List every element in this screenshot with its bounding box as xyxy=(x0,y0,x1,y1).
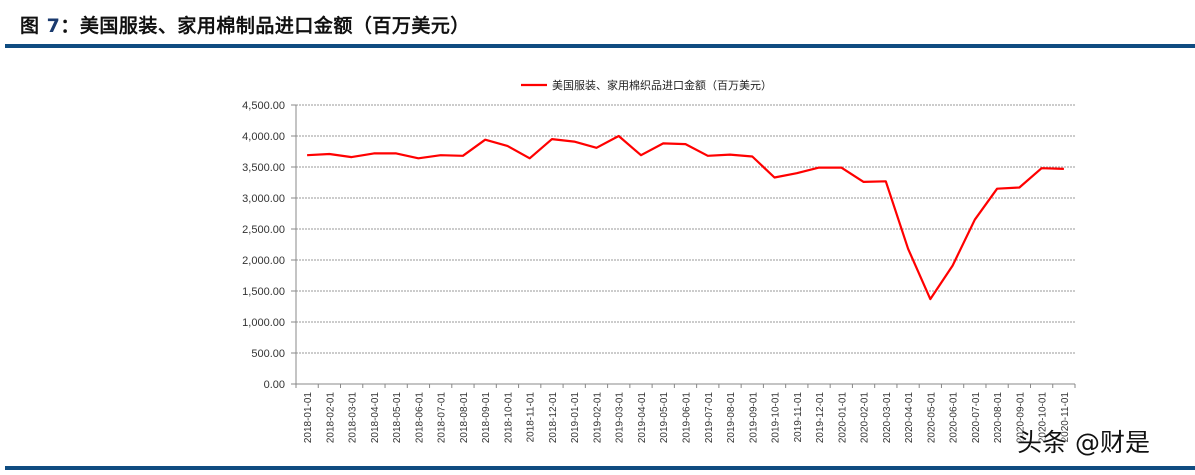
x-tick-label: 2018-11-01 xyxy=(526,392,537,443)
x-tick-label: 2020-02-01 xyxy=(860,392,871,444)
x-tick-label: 2019-03-01 xyxy=(615,392,626,444)
y-tick-label: 3,000.00 xyxy=(242,193,285,205)
y-tick-label: 2,000.00 xyxy=(242,255,285,267)
figure-title-number: 7 xyxy=(46,15,61,37)
legend-label: 美国服装、家用棉织品进口金额（百万美元） xyxy=(552,78,772,92)
figure-title-text: ：美国服装、家用棉制品进口金额（百万美元） xyxy=(60,15,470,37)
x-tick-label: 2019-05-01 xyxy=(659,392,670,444)
y-tick-label: 4,000.00 xyxy=(242,131,285,143)
x-tick-label: 2020-10-01 xyxy=(1038,392,1049,444)
x-tick-label: 2020-09-01 xyxy=(1015,392,1026,444)
y-tick-label: 3,500.00 xyxy=(242,162,285,174)
x-tick-label: 2019-12-01 xyxy=(815,392,826,444)
x-tick-label: 2018-08-01 xyxy=(459,392,470,444)
title-divider xyxy=(5,44,1195,48)
y-tick-label: 4,500.00 xyxy=(242,100,285,112)
x-axis: 2018-01-01 2018-02-01 2018-03-01 2018-04-01… xyxy=(295,383,1076,444)
watermark: 头条 @财是 xyxy=(1017,428,1150,457)
x-tick-label: 2019-06-01 xyxy=(682,392,693,444)
x-tick-label: 2018-10-01 xyxy=(503,392,514,444)
figure-title-prefix: 图 xyxy=(20,15,40,37)
chart-series xyxy=(307,134,1064,301)
chart-gridlines xyxy=(296,104,1075,354)
x-tick-label: 2018-05-01 xyxy=(392,392,403,444)
x-tick-label: 2019-08-01 xyxy=(726,392,737,444)
x-tick-label: 2020-07-01 xyxy=(971,392,982,444)
x-tick-label: 2018-07-01 xyxy=(437,392,448,444)
x-tick-label: 2018-04-01 xyxy=(370,392,381,444)
bottom-divider xyxy=(5,466,1195,470)
x-tick-label: 2018-06-01 xyxy=(414,392,425,444)
x-tick-label: 2020-11-01 xyxy=(1060,392,1071,443)
y-tick-label: 1,000.00 xyxy=(242,317,285,329)
x-tick-label: 2019-10-01 xyxy=(771,392,782,444)
y-tick-label: 2,500.00 xyxy=(242,224,285,236)
x-tick-label: 2020-01-01 xyxy=(837,392,848,444)
x-tick-label: 2020-04-01 xyxy=(904,392,915,444)
y-tick-label: 500.00 xyxy=(251,348,285,360)
x-tick-label: 2019-11-01 xyxy=(793,392,804,443)
x-tick-label: 2020-06-01 xyxy=(949,392,960,444)
x-tick-label: 2019-04-01 xyxy=(637,392,648,444)
x-tick-label: 2020-08-01 xyxy=(993,392,1004,444)
x-tick-label: 2019-02-01 xyxy=(592,392,603,444)
x-tick-label: 2018-09-01 xyxy=(481,392,492,444)
x-tick-label: 2019-09-01 xyxy=(748,392,759,444)
y-tick-label: 1,500.00 xyxy=(242,286,285,298)
y-axis: 0.00 500.00 1,000.00 1,500.00 2,000.00 2,500.… xyxy=(242,100,297,391)
figure-title: 图 7：美国服装、家用棉制品进口金额（百万美元） xyxy=(20,11,470,38)
chart-legend: 美国服装、家用棉织品进口金额（百万美元） xyxy=(521,78,772,92)
x-tick-label: 2020-05-01 xyxy=(926,392,937,444)
x-tick-label: 2020-03-01 xyxy=(882,392,893,444)
x-tick-label: 2018-01-01 xyxy=(303,392,314,444)
x-tick-label: 2019-07-01 xyxy=(704,392,715,444)
x-tick-label: 2019-01-01 xyxy=(570,392,581,444)
y-tick-label: 0.00 xyxy=(264,379,285,391)
x-tick-label: 2018-03-01 xyxy=(348,392,359,444)
x-tick-label: 2018-02-01 xyxy=(325,392,336,444)
series-line xyxy=(307,134,1064,301)
x-tick-label: 2018-12-01 xyxy=(548,392,559,444)
